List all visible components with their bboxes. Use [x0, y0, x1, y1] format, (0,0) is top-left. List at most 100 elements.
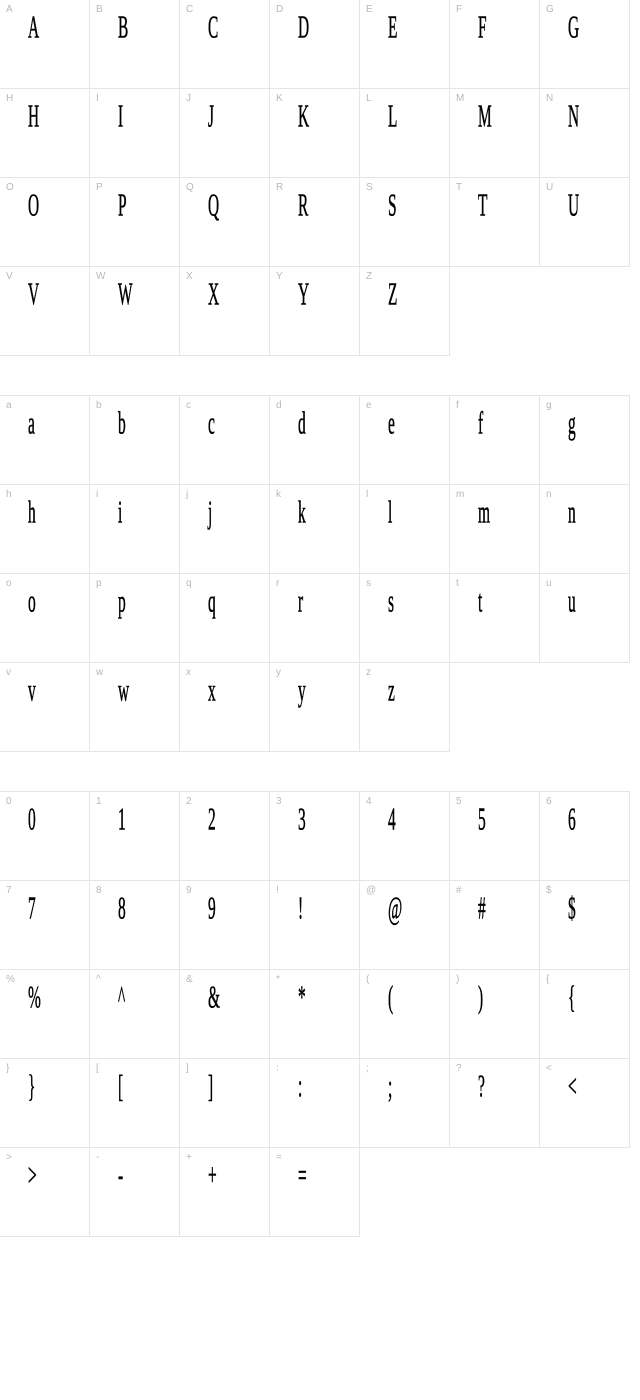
glyph-cell: yy — [269, 662, 360, 752]
glyph-display: W — [118, 277, 132, 314]
glyph-display: D — [298, 10, 309, 47]
key-label: n — [546, 489, 552, 500]
key-label: ) — [456, 974, 459, 985]
glyph-cell: ;; — [359, 1058, 450, 1148]
glyph-cell: == — [269, 1147, 360, 1237]
key-label: I — [96, 93, 99, 104]
glyph-cell: bb — [89, 395, 180, 485]
glyph-display: U — [568, 188, 579, 225]
key-label: : — [276, 1063, 279, 1074]
glyph-cell: PP — [89, 177, 180, 267]
glyph-display: 5 — [478, 802, 485, 839]
glyph-display: V — [28, 277, 39, 314]
glyph-display: Z — [388, 277, 397, 314]
glyph-display: t — [478, 584, 482, 621]
key-label: i — [96, 489, 98, 500]
key-label: ; — [366, 1063, 369, 1074]
key-label: < — [546, 1063, 552, 1074]
glyph-display: O — [28, 188, 39, 225]
glyph-display: f — [478, 406, 483, 443]
glyph-cell: JJ — [179, 88, 270, 178]
section-uppercase: AABBCCDDEEFFGGHHIIJJKKLLMMNNOOPPQQRRSSTT… — [0, 0, 640, 356]
glyph-cell: (( — [359, 969, 450, 1059]
glyph-display: ; — [388, 1069, 392, 1106]
glyph-cell: QQ — [179, 177, 270, 267]
key-label: R — [276, 182, 283, 193]
glyph-cell: XX — [179, 266, 270, 356]
key-label: % — [6, 974, 15, 985]
key-label: X — [186, 271, 193, 282]
key-label: y — [276, 667, 281, 678]
glyph-display: - — [118, 1158, 123, 1195]
key-label: @ — [366, 885, 376, 896]
glyph-cell: FF — [449, 0, 540, 89]
key-label: 2 — [186, 796, 192, 807]
section-lowercase: aabbccddeeffgghhiijjkkllmmnnooppqqrrsstt… — [0, 396, 640, 752]
glyph-display: ( — [388, 980, 393, 1017]
key-label: c — [186, 400, 191, 411]
section-numbers-symbols: 00112233445566778899!!@@##$$%%^^&&**(())… — [0, 792, 640, 1237]
glyph-display: R — [298, 188, 308, 225]
key-label: [ — [96, 1063, 99, 1074]
key-label: { — [546, 974, 549, 985]
glyph-cell: dd — [269, 395, 360, 485]
glyph-cell: xx — [179, 662, 270, 752]
glyph-cell: ff — [449, 395, 540, 485]
key-label: 0 — [6, 796, 12, 807]
glyph-cell: cc — [179, 395, 270, 485]
glyph-cell: HH — [0, 88, 90, 178]
key-label: j — [186, 489, 188, 500]
glyph-display: 8 — [118, 891, 125, 928]
glyph-cell: EE — [359, 0, 450, 89]
glyph-display: ] — [208, 1069, 213, 1106]
glyph-display: c — [208, 406, 214, 443]
glyph-display: k — [298, 495, 305, 532]
glyph-cell: II — [89, 88, 180, 178]
glyph-cell: gg — [539, 395, 630, 485]
glyph-display: m — [478, 495, 489, 532]
key-label: ^ — [96, 974, 101, 985]
glyph-cell: AA — [0, 0, 90, 89]
key-label: 7 — [6, 885, 12, 896]
key-label: 3 — [276, 796, 282, 807]
key-label: ! — [276, 885, 279, 896]
key-label: B — [96, 4, 103, 15]
glyph-display: Q — [208, 188, 219, 225]
glyph-display: K — [298, 99, 309, 136]
character-map: AABBCCDDEEFFGGHHIIJJKKLLMMNNOOPPQQRRSSTT… — [0, 0, 640, 1237]
glyph-display: Y — [298, 277, 309, 314]
glyph-cell: UU — [539, 177, 630, 267]
key-label: ( — [366, 974, 369, 985]
glyph-display: M — [478, 99, 491, 136]
glyph-cell: $$ — [539, 880, 630, 970]
key-label: g — [546, 400, 552, 411]
glyph-display: y — [298, 673, 305, 710]
glyph-cell: rr — [269, 573, 360, 663]
glyph-cell: !! — [269, 880, 360, 970]
glyph-display: S — [388, 188, 396, 225]
glyph-display: a — [28, 406, 34, 443]
glyph-cell: 00 — [0, 791, 90, 881]
glyph-cell: {{ — [539, 969, 630, 1059]
glyph-cell: mm — [449, 484, 540, 574]
key-label: 1 — [96, 796, 102, 807]
key-label: = — [276, 1152, 282, 1163]
key-label: W — [96, 271, 105, 282]
key-label: + — [186, 1152, 192, 1163]
glyph-cell: 44 — [359, 791, 450, 881]
glyph-display: : — [298, 1069, 302, 1106]
glyph-cell: ?? — [449, 1058, 540, 1148]
key-label: ] — [186, 1063, 189, 1074]
key-label: D — [276, 4, 283, 15]
glyph-display: T — [478, 188, 487, 225]
glyph-cell: ww — [89, 662, 180, 752]
glyph-cell: OO — [0, 177, 90, 267]
glyph-display: A — [28, 10, 39, 47]
glyph-cell: ll — [359, 484, 450, 574]
glyph-display: 0 — [28, 802, 35, 839]
glyph-cell: LL — [359, 88, 450, 178]
key-label: b — [96, 400, 102, 411]
glyph-display: ? — [478, 1069, 484, 1106]
glyph-display: G — [568, 10, 579, 47]
glyph-cell: ZZ — [359, 266, 450, 356]
